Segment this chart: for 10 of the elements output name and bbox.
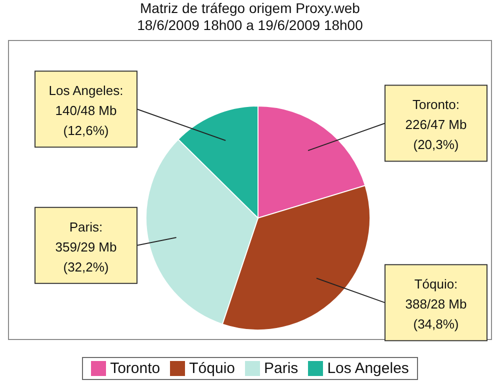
- chart-subtitle: 18/6/2009 18h00 a 19/6/2009 18h00: [136, 17, 364, 34]
- data-label: Tóquio: 388/28 Mb (34,8%): [405, 276, 467, 332]
- data-label: Paris: 359/29 Mb (32,2%): [55, 219, 117, 274]
- data-label: Los Angeles: 140/48 Mb (12,6%): [48, 83, 124, 138]
- legend-label: Toronto: [109, 360, 160, 377]
- legend-label: Tóquio: [188, 360, 235, 377]
- legend-label: Paris: [263, 360, 298, 377]
- legend-label: Los Angeles: [326, 360, 409, 377]
- data-label: Toronto: 226/47 Mb (20,3%): [405, 97, 467, 152]
- chart-title: Matriz de tráfego origem Proxy.web: [139, 0, 361, 17]
